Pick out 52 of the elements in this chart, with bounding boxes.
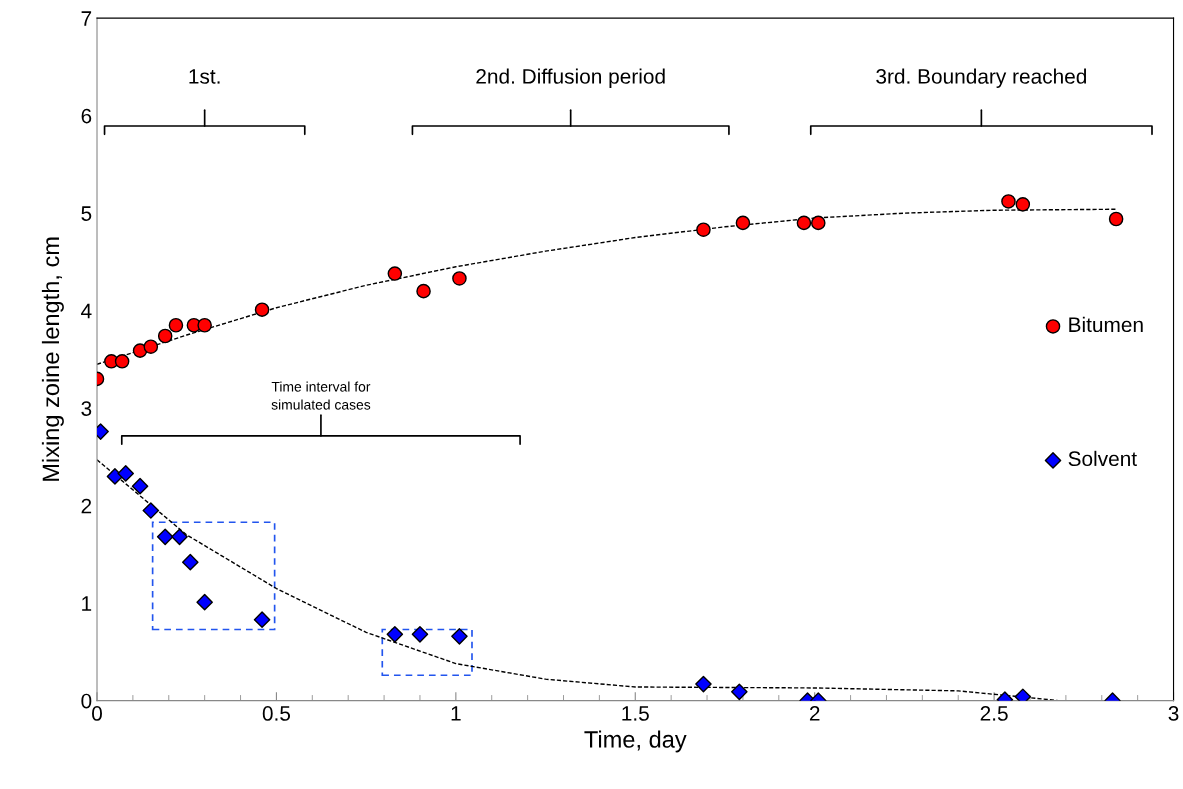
point [114, 354, 130, 369]
y-tick-label: 7 [81, 11, 92, 26]
point [735, 215, 751, 231]
point [254, 302, 270, 317]
annotation: 3rd. Boundary reached [876, 68, 1087, 88]
point [197, 317, 212, 333]
point [182, 553, 199, 571]
point [171, 528, 188, 546]
point [796, 215, 812, 231]
point [196, 593, 213, 611]
annotation: Time interval for simulated cases [271, 381, 371, 410]
y-tick-label: 1 [82, 596, 92, 611]
y-tick-label: 2 [81, 498, 92, 514]
x-tick-label: 0.5 [262, 706, 291, 721]
x-tick-label: 3 [1168, 706, 1179, 721]
point [157, 328, 173, 344]
point [168, 317, 184, 333]
point [731, 683, 748, 701]
x-tick-label: 1.5 [622, 706, 649, 721]
annotation: 1st. [189, 69, 220, 84]
x-axis-title: Time, day [584, 730, 687, 753]
y-tick-label: 4 [81, 303, 92, 319]
point [386, 626, 404, 643]
point [131, 477, 149, 495]
legend-label: Bitumen [1069, 316, 1143, 333]
x-tick-label: 0 [92, 706, 102, 721]
point [143, 339, 159, 354]
point [156, 528, 174, 546]
point [452, 271, 467, 286]
x-tick-label: 2.5 [980, 706, 1008, 721]
point [253, 611, 271, 629]
legend-label: Solvent [1068, 450, 1137, 467]
point [810, 215, 826, 231]
annotation: 2nd. Diffusion period [476, 68, 665, 88]
point [695, 675, 712, 693]
point [451, 627, 468, 645]
point [696, 222, 711, 237]
point [142, 502, 160, 519]
point [387, 266, 403, 281]
y-tick-label: 0 [81, 693, 92, 709]
x-tick-label: 2 [809, 706, 820, 721]
point [117, 465, 135, 482]
y-axis-title: Mixing zoine length, cm [41, 237, 64, 481]
y-tick-label: 6 [81, 108, 92, 124]
y-tick-label: 3 [81, 401, 92, 416]
point [1015, 197, 1031, 212]
point [1001, 194, 1016, 209]
x-tick-label: 1 [451, 706, 461, 721]
y-tick-label: 5 [81, 206, 92, 221]
point [1108, 211, 1124, 227]
point [411, 626, 429, 643]
point [416, 283, 431, 299]
